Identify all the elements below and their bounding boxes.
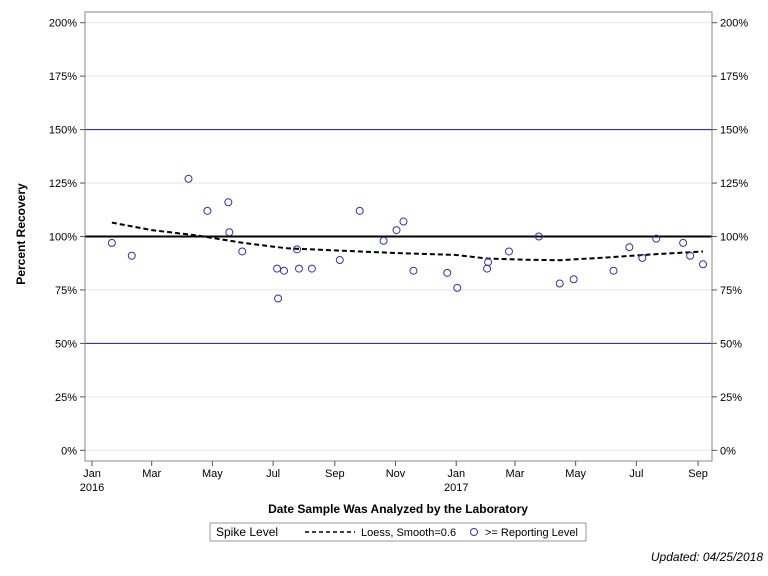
y-tick-label-right: 25% xyxy=(720,392,742,404)
data-point xyxy=(409,266,418,275)
x-tick-year-label: 2017 xyxy=(444,482,468,494)
legend: Spike Level Loess, Smooth=0.6 >= Reporti… xyxy=(209,522,587,542)
data-point xyxy=(280,266,289,275)
loess-series xyxy=(111,221,704,262)
data-point xyxy=(392,226,401,235)
y-tick-label-right: 0% xyxy=(720,445,736,457)
y-tick-label: 75% xyxy=(55,285,77,297)
legend-loess-label: Loess, Smooth=0.6 xyxy=(361,527,456,539)
data-point xyxy=(399,217,408,226)
x-tick-label: Sep xyxy=(325,468,345,480)
x-tick-label: Nov xyxy=(386,468,406,480)
x-tick-label: Mar xyxy=(505,468,524,480)
data-point xyxy=(225,228,234,237)
data-point xyxy=(184,174,193,183)
data-point xyxy=(638,253,647,262)
data-point xyxy=(273,264,282,273)
y-tick-label: 25% xyxy=(55,392,77,404)
data-point xyxy=(224,198,233,207)
y-tick-label: 200% xyxy=(49,18,77,30)
reference-lines xyxy=(85,129,712,344)
y-axis-right: 0% 25% 50% 75% 100% 125% 150% 175% 200% xyxy=(712,18,748,457)
data-point xyxy=(652,234,661,243)
data-point xyxy=(107,238,116,247)
data-point xyxy=(625,243,634,252)
x-tick-label: Sep xyxy=(688,468,708,480)
data-point xyxy=(484,258,493,267)
data-point xyxy=(203,206,212,215)
data-point xyxy=(686,251,695,260)
data-point xyxy=(699,260,708,269)
y-tick-label-right: 150% xyxy=(720,125,748,137)
data-point xyxy=(355,206,364,215)
data-point xyxy=(379,236,388,245)
data-point xyxy=(292,245,301,254)
x-tick-label: Mar xyxy=(142,468,161,480)
legend-title: Spike Level xyxy=(216,525,278,539)
data-point xyxy=(335,256,344,265)
y-tick-label: 0% xyxy=(61,445,77,457)
x-axis-title: Date Sample Was Analyzed by the Laborato… xyxy=(268,502,528,516)
y-tick-label-right: 175% xyxy=(720,71,748,83)
y-axis-left: 0% 25% 50% 75% 100% 125% 150% 175% 200% xyxy=(49,18,85,457)
data-point xyxy=(569,275,578,284)
x-axis: Jan 2016 Mar May Jul Sep Nov Jan 2017 Mar May Jul Se… xyxy=(80,461,708,494)
legend-point-swatch xyxy=(470,528,478,536)
x-tick-year-label: 2016 xyxy=(80,482,104,494)
data-point xyxy=(238,247,247,256)
x-tick-label: Jul xyxy=(629,468,643,480)
x-tick-label: May xyxy=(565,468,586,480)
data-point xyxy=(274,294,283,303)
y-axis-title: Percent Recovery xyxy=(14,183,28,285)
data-point xyxy=(679,238,688,247)
y-tick-label: 100% xyxy=(49,232,77,244)
y-tick-label-right: 100% xyxy=(720,232,748,244)
data-point xyxy=(307,264,316,273)
y-tick-label-right: 125% xyxy=(720,178,748,190)
loess-line xyxy=(111,221,704,262)
legend-box xyxy=(209,522,587,542)
scatter-points xyxy=(107,174,708,303)
x-tick-label: Jan xyxy=(83,468,101,480)
data-point xyxy=(127,251,136,260)
data-point xyxy=(534,232,543,241)
legend-point-label: >= Reporting Level xyxy=(485,527,578,539)
y-tick-label-right: 75% xyxy=(720,285,742,297)
x-tick-label: Jul xyxy=(266,468,280,480)
y-tick-label: 175% xyxy=(49,71,77,83)
data-point xyxy=(294,264,303,273)
data-point xyxy=(555,279,564,288)
y-tick-label-right: 200% xyxy=(720,18,748,30)
y-tick-label-right: 50% xyxy=(720,338,742,350)
data-point xyxy=(453,283,462,292)
y-tick-label: 125% xyxy=(49,178,77,190)
x-tick-label: May xyxy=(202,468,223,480)
data-point xyxy=(504,247,513,256)
updated-footer: Updated: 04/25/2018 xyxy=(651,550,763,564)
data-point xyxy=(609,266,618,275)
y-tick-label: 150% xyxy=(49,125,77,137)
y-tick-label: 50% xyxy=(55,338,77,350)
x-tick-label: Jan xyxy=(447,468,465,480)
data-point xyxy=(443,268,452,277)
